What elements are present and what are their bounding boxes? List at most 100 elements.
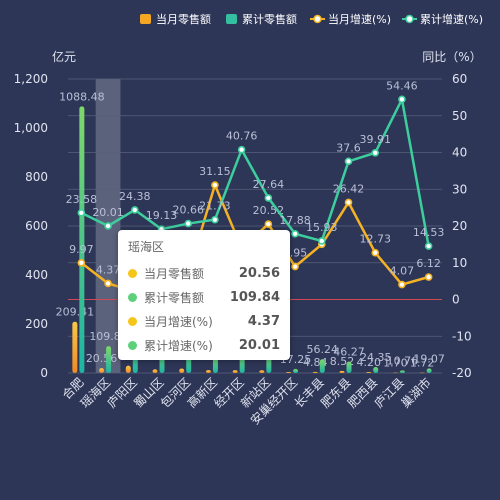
line-point[interactable] xyxy=(291,262,299,271)
bar-monthly-sales[interactable] xyxy=(232,370,238,373)
y-right-tick-label: 30 xyxy=(452,182,467,196)
line-point[interactable] xyxy=(237,145,246,154)
y-left-axis-title: 亿元 xyxy=(52,49,76,64)
tooltip-row: 累计零售额 109.84 xyxy=(128,285,280,309)
bar-cumulative-sales[interactable] xyxy=(319,359,325,373)
bar-value-label: 19.07 xyxy=(413,352,445,365)
y-right-tick-label: 20 xyxy=(452,219,467,233)
series-dot-icon xyxy=(128,292,137,302)
line-value-label: 4.37 xyxy=(96,263,121,276)
line-point[interactable] xyxy=(77,209,86,217)
bar-cumulative-sales[interactable] xyxy=(212,355,218,373)
line-point[interactable] xyxy=(424,273,433,281)
bar-monthly-sales[interactable] xyxy=(339,370,345,373)
bar-monthly-sales[interactable] xyxy=(392,372,398,374)
legend-item-label: 累计零售额 xyxy=(242,12,297,26)
bar-cumulative-sales[interactable] xyxy=(293,368,299,373)
bar-monthly-sales[interactable] xyxy=(419,372,425,374)
bar-monthly-sales[interactable] xyxy=(179,368,185,373)
bar-cumulative-sales[interactable] xyxy=(346,361,352,373)
line-point[interactable] xyxy=(264,194,273,202)
line-marker-icon[interactable] xyxy=(313,14,322,24)
bar-value-label: 24.35 xyxy=(360,351,392,364)
bar-value-label: 20.56 xyxy=(86,352,118,365)
tooltip-row-name: 当月零售额 xyxy=(144,266,205,281)
bar-monthly-sales[interactable] xyxy=(312,371,318,373)
line-point[interactable] xyxy=(130,206,139,214)
bar-value-label: 10.76 xyxy=(387,354,419,367)
series-dot-icon xyxy=(128,340,137,350)
tooltip-row-value: 4.37 xyxy=(247,313,280,329)
bar-value-label: 1.72 xyxy=(410,357,435,370)
tooltip-row: 当月增速(%) 4.37 xyxy=(128,309,280,333)
y-right-axis-title: 同比（%） xyxy=(422,50,481,64)
line-point[interactable] xyxy=(184,219,193,228)
cumulative-growth-line xyxy=(80,95,430,247)
line-value-label: 23.58 xyxy=(66,193,98,206)
line-value-label: 20.66 xyxy=(172,204,204,217)
line-value-label: 17.88 xyxy=(279,214,311,227)
line-point[interactable] xyxy=(211,215,219,224)
legend-item-label: 当月增速(%) xyxy=(328,12,391,26)
bar-cumulative-sales[interactable] xyxy=(106,346,112,373)
line-point[interactable] xyxy=(291,229,299,238)
tooltip-row-name: 累计增速(%) xyxy=(144,338,213,353)
y-right-tick-label: 0 xyxy=(452,293,460,307)
bar-swatch-icon[interactable] xyxy=(226,14,237,24)
line-point[interactable] xyxy=(211,181,219,189)
line-point[interactable] xyxy=(344,198,353,207)
bar-monthly-sales[interactable] xyxy=(72,321,78,373)
x-category-label: 巢湖市 xyxy=(398,375,434,411)
bar-monthly-sales[interactable] xyxy=(99,367,105,373)
tooltip-row-value: 109.84 xyxy=(229,289,280,305)
line-point[interactable] xyxy=(77,259,86,267)
bar-cumulative-sales[interactable] xyxy=(426,368,432,373)
line-value-label: 39.91 xyxy=(359,133,391,146)
y-right-tick-label: 60 xyxy=(452,72,467,86)
bar-monthly-sales[interactable] xyxy=(286,371,292,373)
line-point[interactable] xyxy=(344,157,353,166)
bar-monthly-sales[interactable] xyxy=(205,369,211,373)
y-left-tick-label: 400 xyxy=(25,268,48,282)
line-value-label: 40.76 xyxy=(226,130,258,143)
y-right-tick-label: 50 xyxy=(452,109,467,123)
y-right-tick-label: 10 xyxy=(452,256,467,270)
line-value-label: 14.53 xyxy=(413,226,445,239)
tooltip-row: 累计增速(%) 20.01 xyxy=(128,333,280,357)
line-point[interactable] xyxy=(104,279,112,288)
line-value-label: 54.46 xyxy=(386,79,418,92)
line-value-label: 31.15 xyxy=(199,165,231,178)
line-value-label: 12.73 xyxy=(359,233,391,246)
y-left-tick-label: 600 xyxy=(25,219,48,233)
line-point[interactable] xyxy=(104,222,112,230)
bar-monthly-sales[interactable] xyxy=(366,371,372,373)
line-point[interactable] xyxy=(264,220,273,228)
line-point[interactable] xyxy=(424,242,433,250)
bar-value-label: 46.27 xyxy=(333,346,365,359)
line-value-label: 15.93 xyxy=(306,221,338,234)
series-dot-icon xyxy=(128,316,137,326)
bar-monthly-sales[interactable] xyxy=(125,365,131,373)
bar-cumulative-sales[interactable] xyxy=(79,106,85,374)
bar-value-label: 4.20 xyxy=(356,356,381,369)
bar-swatch-icon[interactable] xyxy=(140,14,151,24)
line-point[interactable] xyxy=(371,248,380,257)
tooltip-row: 当月零售额 20.56 xyxy=(128,261,280,285)
line-point[interactable] xyxy=(398,280,406,289)
bar-cumulative-sales[interactable] xyxy=(399,370,405,373)
tooltip-row-value: 20.56 xyxy=(238,265,280,281)
bar-monthly-sales[interactable] xyxy=(259,370,265,373)
line-value-label: 4.07 xyxy=(390,265,415,278)
line-marker-icon[interactable] xyxy=(405,14,414,24)
bar-value-label: 209.41 xyxy=(56,306,95,319)
line-point[interactable] xyxy=(317,237,326,245)
bar-cumulative-sales[interactable] xyxy=(373,367,379,373)
line-point[interactable] xyxy=(371,149,380,157)
legend-item-label: 累计增速(%) xyxy=(420,12,483,26)
line-point[interactable] xyxy=(398,95,406,104)
y-right-tick-label: -20 xyxy=(452,366,472,380)
y-left-tick-label: 200 xyxy=(25,317,48,331)
bar-monthly-sales[interactable] xyxy=(152,369,158,373)
